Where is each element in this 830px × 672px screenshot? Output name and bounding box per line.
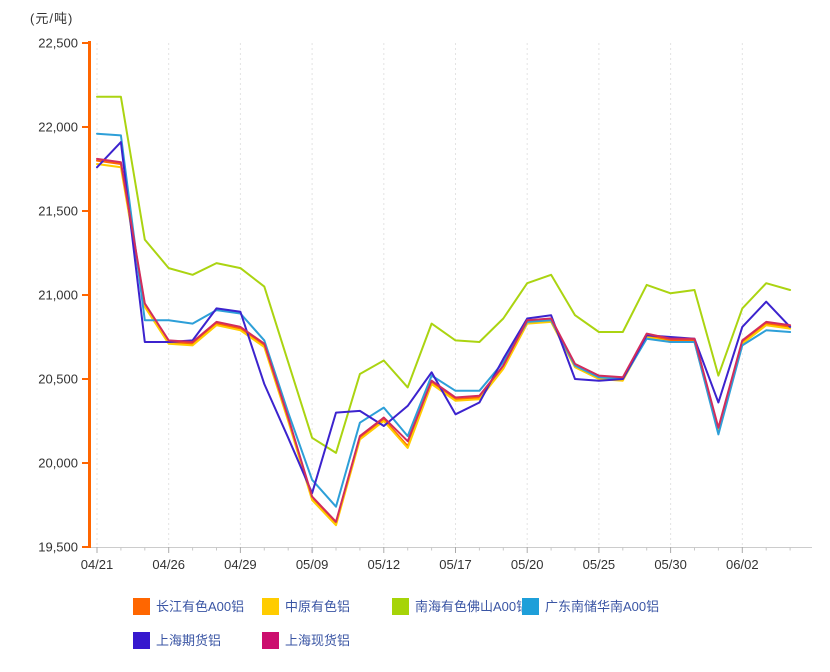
legend-label: 长江有色A00铝 bbox=[156, 598, 245, 614]
legend-swatch bbox=[262, 631, 279, 649]
x-tick-label: 05/30 bbox=[654, 557, 687, 572]
legend-item-广东南储华南A00铝[interactable]: 广东南储华南A00铝 bbox=[522, 597, 659, 615]
x-tick-label: 06/02 bbox=[726, 557, 759, 572]
legend-item-上海现货铝[interactable]: 上海现货铝 bbox=[262, 631, 350, 649]
legend-label: 南海有色佛山A00铝 bbox=[415, 598, 530, 614]
legend-label: 上海期货铝 bbox=[156, 632, 222, 648]
x-tick-label: 05/20 bbox=[511, 557, 544, 572]
x-tick-label: 04/29 bbox=[224, 557, 257, 572]
y-axis-unit-label: (元/吨) bbox=[30, 11, 74, 26]
legend-item-中原有色铝[interactable]: 中原有色铝 bbox=[262, 597, 350, 615]
series-line-长江有色A00铝 bbox=[96, 159, 792, 525]
y-tick-label: 20,000 bbox=[38, 456, 78, 471]
legend-swatch bbox=[522, 597, 539, 615]
legend-label: 广东南储华南A00铝 bbox=[545, 598, 660, 614]
chart-legend: 长江有色A00铝 中原有色铝 南海有色佛山A00铝 广东南储华南A00铝上海期货铝 上海… bbox=[0, 0, 830, 649]
series-line-中原有色铝 bbox=[96, 163, 792, 527]
x-tick-label: 04/21 bbox=[81, 557, 114, 572]
legend-swatch bbox=[133, 597, 150, 615]
y-tick-label: 20,500 bbox=[38, 372, 78, 387]
legend-swatch bbox=[392, 597, 409, 615]
y-tick-label: 19,500 bbox=[38, 540, 78, 555]
legend-label: 中原有色铝 bbox=[285, 598, 351, 614]
legend-item-南海有色佛山A00铝[interactable]: 南海有色佛山A00铝 bbox=[392, 597, 529, 615]
legend-item-上海期货铝[interactable]: 上海期货铝 bbox=[133, 631, 221, 649]
legend-item-长江有色A00铝[interactable]: 长江有色A00铝 bbox=[133, 597, 244, 615]
y-tick-label: 21,000 bbox=[38, 288, 78, 303]
legend-swatch bbox=[262, 597, 279, 615]
x-tick-label: 05/25 bbox=[583, 557, 616, 572]
x-tick-label: 05/12 bbox=[368, 557, 401, 572]
series-lines bbox=[96, 95, 792, 527]
axes bbox=[82, 41, 812, 553]
legend-swatch bbox=[133, 631, 150, 649]
series-line-南海有色佛山A00铝 bbox=[96, 95, 792, 454]
vertical-gridlines bbox=[96, 43, 743, 547]
legend-label: 上海现货铝 bbox=[285, 632, 351, 648]
y-tick-label: 22,500 bbox=[38, 36, 78, 51]
series-line-上海现货铝 bbox=[96, 157, 792, 523]
y-tick-label: 22,000 bbox=[38, 120, 78, 135]
x-tick-label: 05/09 bbox=[296, 557, 329, 572]
series-line-上海期货铝 bbox=[96, 141, 792, 495]
y-tick-label: 21,500 bbox=[38, 204, 78, 219]
x-tick-label: 05/17 bbox=[439, 557, 472, 572]
x-tick-label: 04/26 bbox=[152, 557, 185, 572]
series-line-广东南储华南A00铝 bbox=[96, 132, 792, 508]
axis-tick-labels: 04/21 04/26 04/29 05/09 05/12 05/17 05/20 05/25… bbox=[38, 36, 758, 573]
chart-canvas: 04/21 04/26 04/29 05/09 05/12 05/17 05/20 05/25… bbox=[38, 36, 812, 573]
